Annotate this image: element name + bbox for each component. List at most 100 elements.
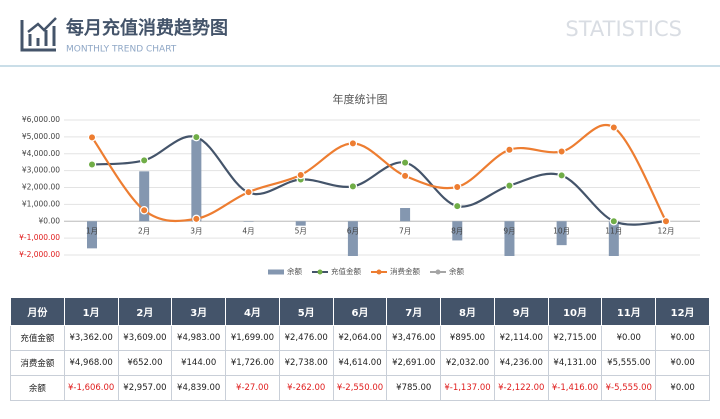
table-cell: ¥2,715.00 [547, 325, 603, 351]
table-cell: ¥2,957.00 [117, 375, 173, 401]
table-cell: 6月 [332, 297, 388, 326]
marker [400, 171, 410, 181]
table-cell: ¥1,726.00 [225, 350, 280, 376]
bar [191, 139, 202, 222]
marker [557, 147, 566, 156]
table-cell: ¥3,476.00 [386, 325, 442, 351]
table-cell: 7月 [386, 297, 442, 326]
table-cell: ¥2,114.00 [493, 325, 549, 351]
data-table: 月份 1月 2月 3月 4月 5月 6月 7月 8月 9月 10月 11月 12月 充值金额 ¥3,362.… [10, 297, 710, 401]
table-cell: 8月 [440, 297, 495, 326]
marker [453, 201, 462, 211]
bar [608, 221, 619, 256]
table-cell: ¥652.00 [117, 350, 173, 376]
y-tick-label: ¥6,000.00 [22, 115, 60, 124]
header-title: 每月充值消费趋势图 [66, 17, 228, 39]
x-tick-label: 5月 [295, 226, 307, 235]
y-tick-label: ¥-1,000.00 [19, 233, 60, 242]
x-tick-label: 11月 [605, 226, 622, 235]
table-cell: 2月 [117, 297, 173, 326]
marker [139, 156, 149, 165]
table-cell: ¥-262.00 [278, 375, 334, 401]
table-cell: ¥-1,137.00 [440, 375, 495, 401]
table-cell: ¥-2,550.00 [332, 375, 388, 401]
line-series [91, 124, 667, 223]
x-tick-label: 9月 [503, 226, 515, 235]
marker [87, 160, 97, 169]
marker [244, 187, 253, 197]
table-cell: 月份 [10, 297, 65, 326]
table-cell: ¥5,555.00 [601, 350, 657, 376]
table-cell: ¥0.00 [601, 325, 657, 351]
y-tick-label: ¥2,000.00 [22, 183, 60, 192]
table-cell: ¥3,362.00 [63, 325, 119, 351]
marker [400, 158, 410, 167]
table-cell: ¥144.00 [171, 350, 227, 376]
x-tick-label: 7月 [399, 226, 411, 235]
table-cell: ¥2,064.00 [332, 325, 388, 351]
legend-swatch [268, 269, 284, 275]
logo-icon [20, 17, 57, 52]
bar [556, 221, 567, 246]
x-tick-label: 2月 [138, 226, 150, 235]
marker [139, 206, 149, 215]
marker [192, 214, 201, 224]
table-cell: ¥895.00 [440, 325, 495, 351]
table-cell: ¥4,839.00 [171, 375, 227, 401]
bar [295, 221, 306, 226]
table-cell: 4月 [225, 297, 280, 326]
marker [87, 133, 97, 142]
marker [348, 139, 358, 148]
chart: 每月充值消费趋势图 MONTHLY TREND CHART STATISTICS… [0, 17, 720, 276]
bar [347, 221, 358, 256]
y-tick-label: ¥0.00 [39, 216, 61, 225]
x-tick-label: 12月 [657, 226, 674, 235]
chart-title: 年度统计图 [333, 92, 388, 106]
table-cell: ¥4,983.00 [171, 325, 227, 351]
table-cell: 消费金额 [10, 350, 65, 376]
table-cell: 12月 [655, 297, 710, 326]
table-cell: 11月 [601, 297, 657, 326]
table-cell: 充值金额 [10, 325, 65, 351]
table-cell: ¥3,609.00 [117, 325, 173, 351]
table-cell: ¥-5,555.00 [601, 375, 657, 401]
x-tick-label: 8月 [451, 226, 463, 235]
y-tick-label: ¥4,000.00 [22, 149, 60, 158]
table-row: 消费金额 ¥4,968.00 ¥652.00 ¥144.00 ¥1,726.00 ¥2,7… [10, 350, 710, 376]
table-cell: ¥2,476.00 [278, 325, 334, 351]
table-cell: ¥0.00 [655, 350, 710, 376]
table-cell: ¥1,699.00 [225, 325, 280, 351]
table-cell: ¥-1,416.00 [547, 375, 603, 401]
x-tick-label: 10月 [553, 226, 570, 235]
table-cell: 3月 [171, 297, 227, 326]
table-row: 月份 1月 2月 3月 4月 5月 6月 7月 8月 9月 10月 11月 12月 [10, 297, 710, 326]
table-cell: 余额 [10, 375, 65, 401]
plot-area [87, 139, 619, 256]
table-cell: ¥0.00 [655, 375, 710, 401]
bar [452, 221, 463, 241]
table-cell: ¥4,236.00 [493, 350, 549, 376]
table-cell: ¥-1,606.00 [63, 375, 119, 401]
table-cell: 1月 [63, 297, 119, 326]
x-tick-label: 6月 [347, 226, 359, 235]
x-tick-label: 4月 [242, 226, 254, 235]
marker [505, 145, 514, 154]
table-cell: 9月 [493, 297, 549, 326]
bar [400, 208, 411, 222]
table-cell: ¥-27.00 [225, 375, 280, 401]
legend-label: 消费金额 [390, 266, 420, 276]
marker [609, 217, 619, 226]
y-tick-label: ¥3,000.00 [22, 166, 60, 175]
table-cell: ¥2,738.00 [278, 350, 334, 376]
legend-label: 充值金额 [331, 266, 361, 276]
bar [504, 221, 515, 256]
x-tick-label: 3月 [190, 226, 202, 235]
table-cell: 10月 [547, 297, 603, 326]
legend-marker [376, 269, 382, 275]
legend-label: 余额 [287, 266, 302, 276]
table-cell: ¥4,968.00 [63, 350, 119, 376]
marker [348, 182, 358, 191]
header-subtitle: MONTHLY TREND CHART [66, 45, 177, 55]
table-cell: ¥785.00 [386, 375, 442, 401]
legend-marker [435, 269, 441, 275]
